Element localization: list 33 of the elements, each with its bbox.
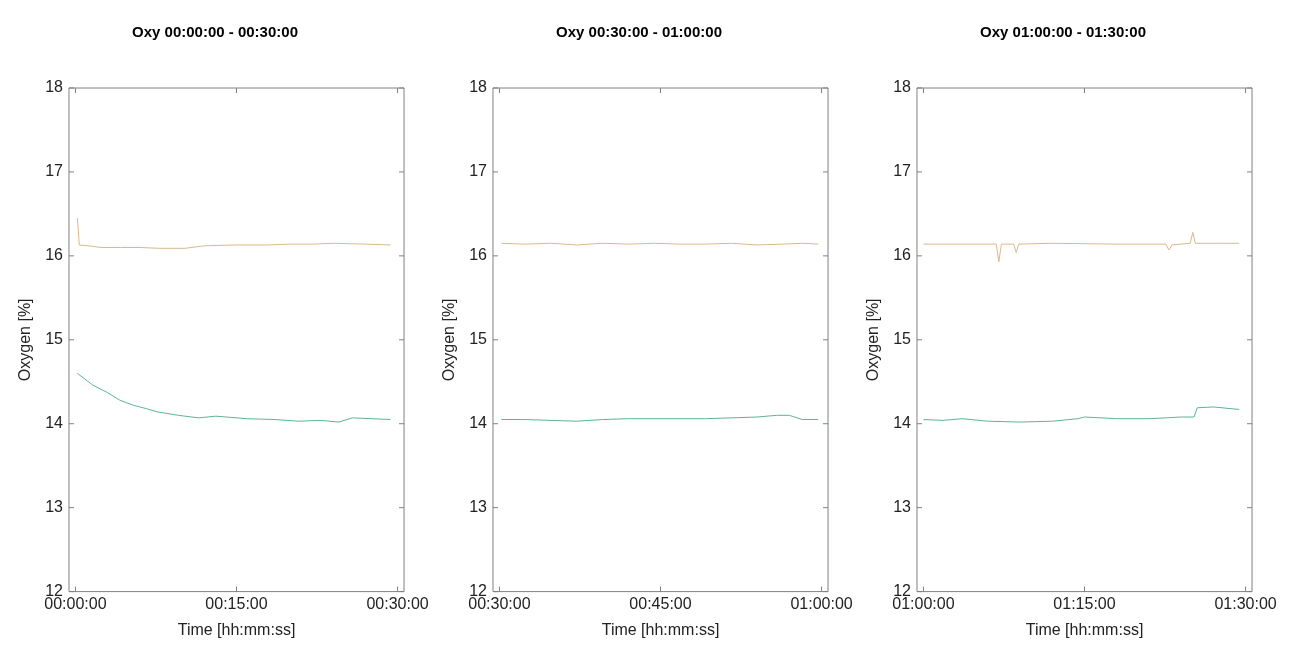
y-tick-label: 13 — [893, 498, 912, 516]
x-axis-title: Time [hh:mm:ss] — [1025, 620, 1144, 638]
y-tick-label: 13 — [469, 498, 488, 516]
y-tick-label: 14 — [893, 414, 912, 432]
y-tick-label: 15 — [469, 330, 488, 348]
chart-title: Oxy 00:30:00 - 01:00:00 — [556, 23, 722, 41]
x-tick-label: 01:30:00 — [1214, 594, 1277, 612]
x-tick-label: 00:15:00 — [205, 594, 268, 612]
x-axis-title: Time [hh:mm:ss] — [601, 620, 720, 638]
y-axis-title: Oxygen [%] — [864, 298, 882, 382]
chart-title: Oxy 00:00:00 - 00:30:00 — [132, 23, 298, 41]
y-axis-title: Oxygen [%] — [440, 298, 458, 382]
y-tick-label: 16 — [45, 246, 64, 264]
y-tick-label: 14 — [469, 414, 488, 432]
x-tick-label: 00:45:00 — [629, 594, 692, 612]
y-tick-label: 18 — [469, 78, 488, 96]
y-tick-label: 18 — [45, 78, 64, 96]
x-axis-title: Time [hh:mm:ss] — [177, 620, 296, 638]
y-tick-label: 15 — [45, 330, 64, 348]
y-tick-label: 17 — [45, 162, 64, 180]
y-tick-label: 17 — [893, 162, 912, 180]
x-tick-label: 01:00:00 — [790, 594, 853, 612]
y-axis-title: Oxygen [%] — [16, 298, 34, 382]
y-tick-label: 16 — [469, 246, 488, 264]
y-tick-label: 13 — [45, 498, 64, 516]
x-tick-label: 00:30:00 — [366, 594, 429, 612]
y-tick-label: 16 — [893, 246, 912, 264]
y-tick-label: 15 — [893, 330, 912, 348]
x-tick-label: 01:15:00 — [1053, 594, 1116, 612]
y-tick-label: 14 — [45, 414, 64, 432]
y-tick-label: 18 — [893, 78, 912, 96]
y-tick-label: 17 — [469, 162, 488, 180]
chart-title: Oxy 01:00:00 - 01:30:00 — [980, 23, 1146, 41]
